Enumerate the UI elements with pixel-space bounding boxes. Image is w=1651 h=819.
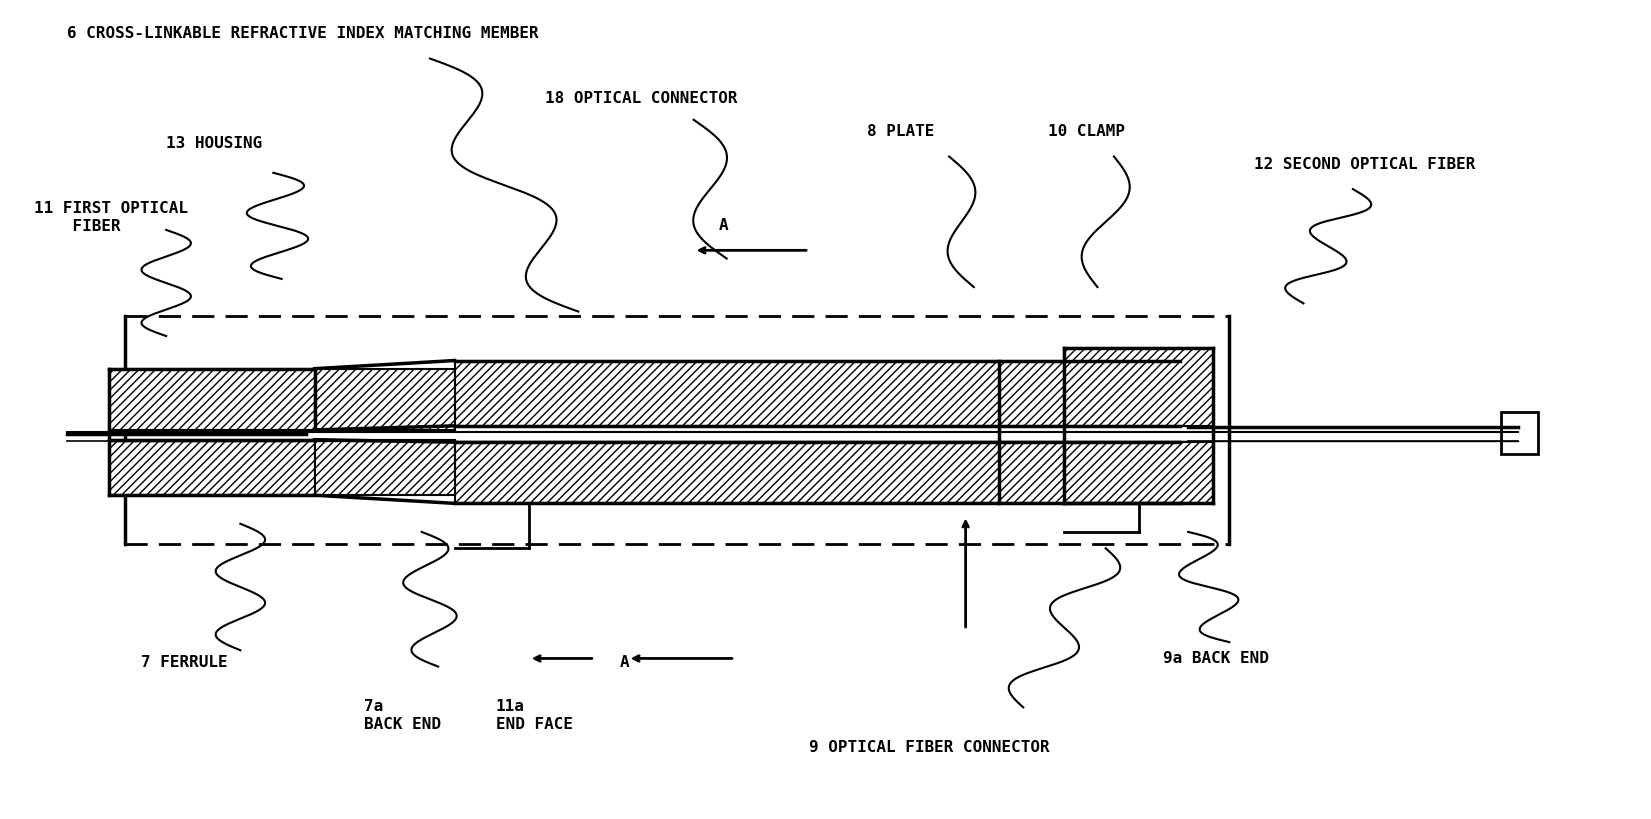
Text: 10 CLAMP: 10 CLAMP (1048, 124, 1124, 139)
Text: 11 FIRST OPTICAL
    FIBER: 11 FIRST OPTICAL FIBER (35, 201, 188, 233)
Bar (1501, 412, 1537, 455)
Bar (454, 360, 1180, 426)
Text: 7a
BACK END: 7a BACK END (363, 699, 441, 731)
Bar (315, 440, 454, 495)
Bar (315, 369, 454, 430)
Text: 11a
END FACE: 11a END FACE (495, 699, 573, 731)
Text: 9 OPTICAL FIBER CONNECTOR: 9 OPTICAL FIBER CONNECTOR (809, 740, 1050, 755)
Text: 12 SECOND OPTICAL FIBER: 12 SECOND OPTICAL FIBER (1255, 156, 1476, 172)
Text: 18 OPTICAL CONNECTOR: 18 OPTICAL CONNECTOR (545, 92, 738, 106)
Text: A: A (619, 654, 629, 670)
Bar (109, 440, 315, 495)
Text: 7 FERRULE: 7 FERRULE (142, 654, 228, 670)
Text: 13 HOUSING: 13 HOUSING (167, 136, 263, 152)
Text: 8 PLATE: 8 PLATE (867, 124, 934, 139)
Bar (109, 369, 315, 430)
Text: A: A (718, 218, 728, 233)
Bar (454, 442, 1180, 504)
Bar (1065, 348, 1213, 426)
Text: 9a BACK END: 9a BACK END (1164, 650, 1270, 666)
Text: 6 CROSS-LINKABLE REFRACTIVE INDEX MATCHING MEMBER: 6 CROSS-LINKABLE REFRACTIVE INDEX MATCHI… (68, 26, 538, 41)
Bar (1065, 442, 1213, 504)
